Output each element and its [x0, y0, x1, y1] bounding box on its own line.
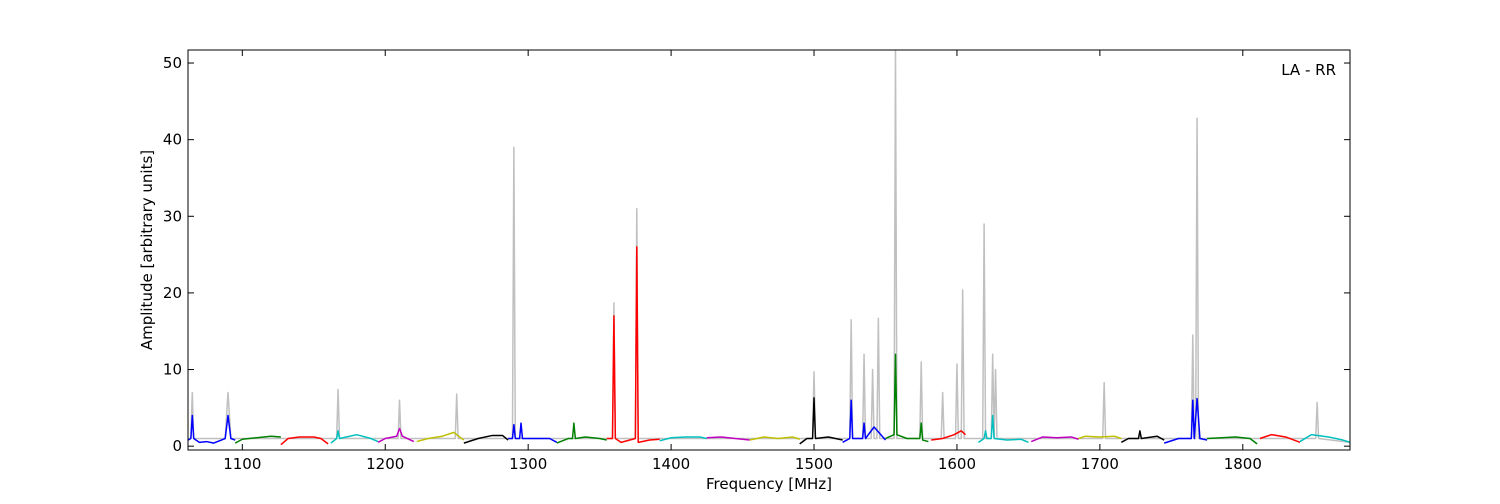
spectrum-line	[606, 246, 660, 444]
spectrum-line	[749, 436, 800, 441]
spectrum-line	[1078, 435, 1122, 440]
x-axis-label: Frequency [MHz]	[706, 475, 832, 493]
spectrum-line	[330, 430, 379, 444]
x-tick-label: 1500	[795, 455, 833, 473]
y-axis-label: Amplitude [arbitrary units]	[138, 150, 156, 350]
y-tick-label: 30	[163, 207, 182, 225]
spectrum-line	[234, 435, 281, 444]
spectrum-line	[659, 436, 707, 442]
spectrum-line	[706, 436, 750, 441]
plot-frame	[187, 49, 1351, 451]
x-tick-label: 1100	[223, 455, 261, 473]
spectrum-line	[885, 353, 929, 443]
plot-lines	[188, 50, 1350, 446]
spectrum-line	[463, 434, 509, 444]
spectrum-line	[1030, 436, 1079, 443]
spectrum-line	[377, 427, 415, 444]
x-tick-label: 1700	[1081, 455, 1119, 473]
x-tick-label: 1600	[938, 455, 976, 473]
spectrum-line	[508, 422, 558, 444]
annotation: LA - RR	[1281, 61, 1336, 79]
spectrum-line	[977, 414, 1029, 444]
spectrum-line	[1207, 436, 1258, 445]
spectrum-line	[931, 430, 967, 441]
spectrum-line	[188, 50, 1350, 444]
spectrum-line	[280, 436, 329, 446]
x-tick-label: 1400	[652, 455, 690, 473]
spectrum-line	[416, 431, 465, 443]
x-tick-label: 1200	[366, 455, 404, 473]
spectrum-line	[1259, 433, 1301, 444]
spectrum-line	[1120, 430, 1165, 444]
y-tick-label: 0	[172, 437, 182, 455]
x-tick-label: 1300	[509, 455, 547, 473]
spectrum-line	[799, 397, 843, 445]
x-tick-label: 1800	[1224, 455, 1262, 473]
spectrum-line	[842, 399, 887, 444]
spectrum-line	[556, 422, 607, 444]
spectrum-line	[188, 414, 236, 444]
y-tick-label: 10	[163, 361, 182, 379]
spectrum-line	[1299, 433, 1350, 444]
y-tick-label: 50	[163, 54, 182, 72]
y-tick-label: 40	[163, 131, 182, 149]
spectrum-line	[1163, 397, 1208, 444]
y-tick-label: 20	[163, 284, 182, 302]
